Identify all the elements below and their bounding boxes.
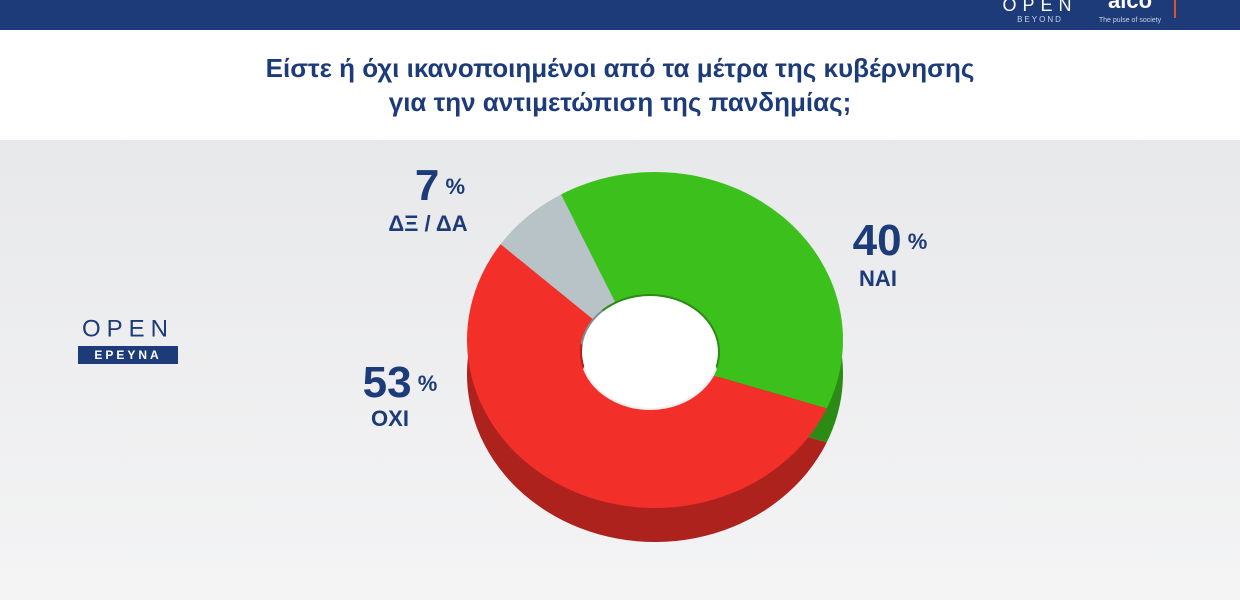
header-brand-sub: BEYOND [1017,15,1063,24]
value-label: 40 % [853,216,928,265]
open-logo-sub: ΕΡΕΥΝΑ [94,348,161,362]
open-logo: OPEN [82,315,174,342]
value-label: 7 % [415,161,465,210]
slice [561,172,843,409]
header-divider [1174,0,1176,18]
value-label: 53 % [363,358,438,407]
chart-title: για την αντιμετώπιση της πανδημίας; [389,87,852,117]
partner-logo: alco [1108,0,1152,13]
open-logo-box [78,346,178,364]
chart-title: Είστε ή όχι ικανοποιημένοι από τα μέτρα … [266,53,975,83]
category-label: ΔΞ / ΔΑ [388,211,467,236]
slice [500,194,615,319]
donut-hole [582,296,718,408]
partner-tagline: The pulse of society [1099,17,1162,24]
header-brand: OPEN [1002,0,1077,15]
category-label: ΟΧΙ [371,406,409,431]
header-bar [0,0,1240,30]
donut [466,172,843,543]
category-label: ΝΑΙ [859,266,897,291]
slice [466,244,827,509]
